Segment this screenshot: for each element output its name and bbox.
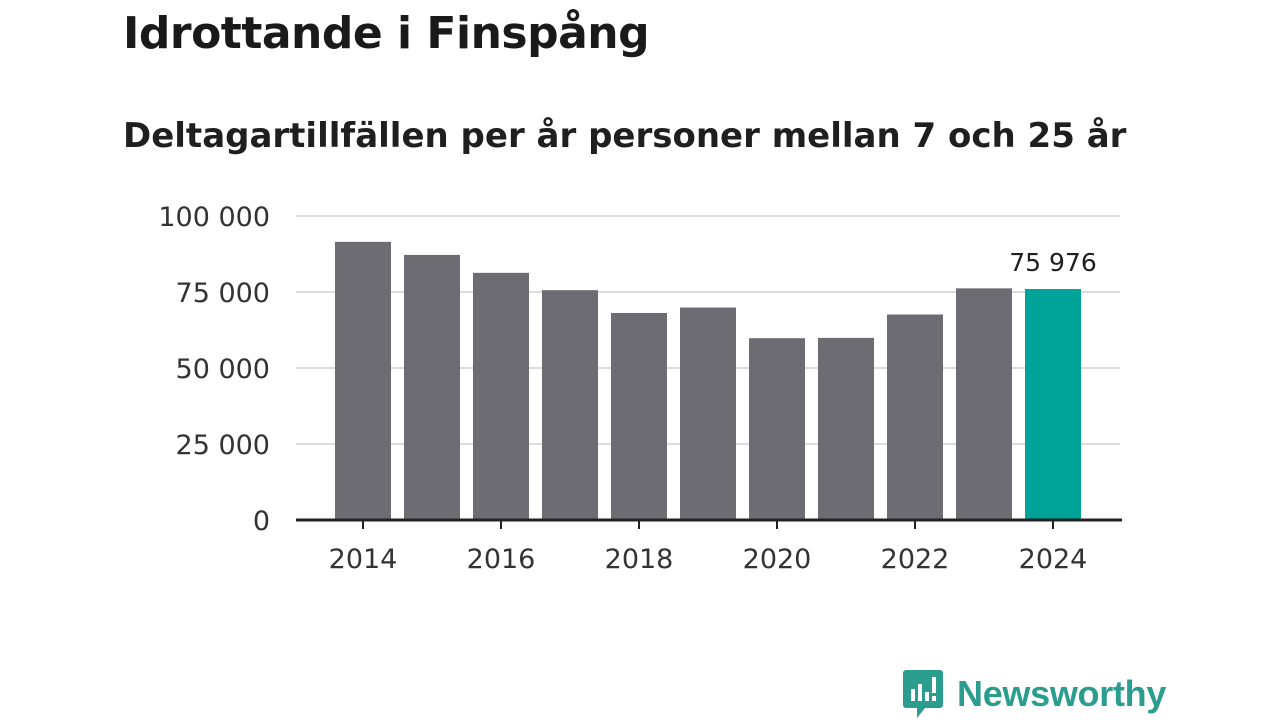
bar-2023 (956, 288, 1012, 520)
bar-2022 (887, 314, 943, 520)
y-tick-label: 75 000 (176, 278, 270, 309)
bar-2014 (335, 241, 391, 520)
newsworthy-logo: Newsworthy (903, 670, 1166, 718)
bar-2015 (404, 254, 460, 521)
brand-name: Newsworthy (957, 673, 1167, 714)
data-label: 75 976 (1009, 248, 1096, 277)
bar-2024 (1025, 289, 1081, 520)
bar-2020 (749, 338, 805, 520)
chart-subtitle: Deltagartillfällen per år personer mella… (123, 116, 1127, 156)
x-tick-label: 2016 (467, 544, 536, 575)
bar-2018 (611, 312, 667, 520)
y-tick-label: 50 000 (176, 354, 270, 385)
chart-title: Idrottande i Finspång (123, 8, 650, 59)
x-tick-label: 2018 (605, 544, 674, 575)
x-tick-label: 2024 (1019, 544, 1088, 575)
x-tick-label: 2020 (743, 544, 812, 575)
bar-2017 (542, 290, 598, 520)
bar-2016 (473, 272, 529, 520)
x-tick-label: 2014 (329, 544, 398, 575)
bar-2021 (818, 337, 874, 520)
x-tick-label: 2022 (881, 544, 950, 575)
bar-2019 (680, 307, 736, 520)
bar-chart-speech-bubble-icon (903, 670, 943, 718)
y-tick-label: 0 (253, 506, 270, 537)
y-tick-label: 100 000 (158, 202, 270, 233)
y-tick-label: 25 000 (176, 430, 270, 461)
